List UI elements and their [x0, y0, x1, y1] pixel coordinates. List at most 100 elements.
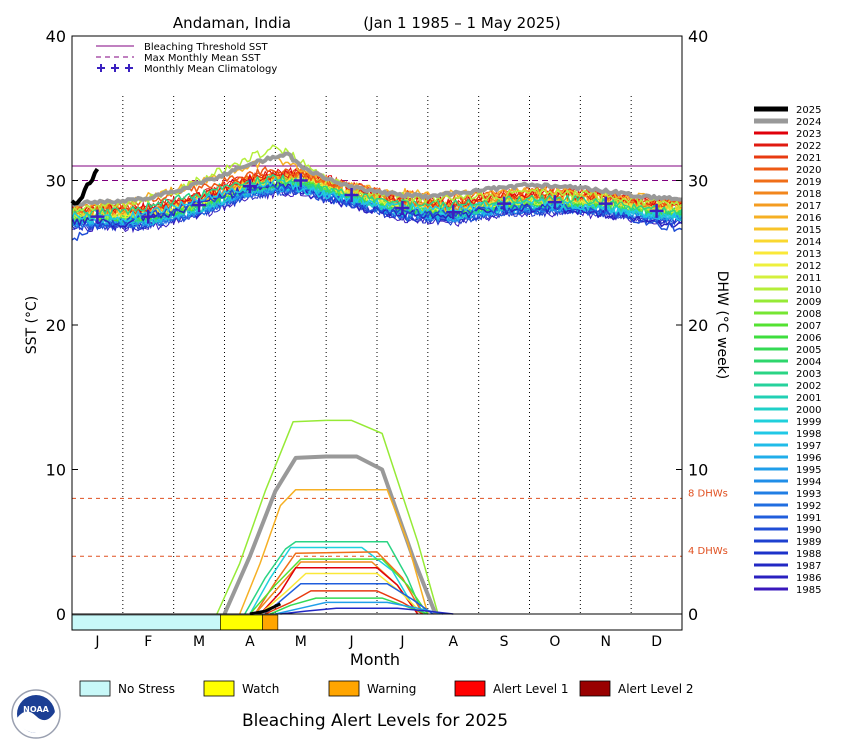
year-legend-label: 2015 [796, 225, 821, 236]
y-tick-label-right: 20 [688, 316, 708, 335]
top-legend-swatch [125, 64, 133, 72]
year-legend-label: 2005 [796, 345, 821, 356]
sst-series [70, 144, 683, 242]
x-tick-label: A [245, 634, 255, 650]
reference-lines: 8 DHWs 4 DHWs [72, 165, 728, 557]
y-tick-label-right: 40 [688, 27, 708, 46]
sst-line-2023 [71, 166, 683, 214]
x-tick-label: J [94, 634, 99, 650]
dhw-line-1998 [249, 546, 419, 615]
year-legend-label: 1988 [796, 549, 821, 560]
climatology-marker [395, 200, 410, 215]
alert-legend-swatch [579, 680, 611, 697]
year-legend-label: 1989 [796, 537, 821, 548]
y-tick-label-left: 40 [46, 27, 66, 46]
year-legend-label: 2009 [796, 297, 821, 308]
year-legend-label: 2013 [796, 249, 821, 260]
year-legend-label: 1987 [796, 561, 821, 572]
year-legend-label: 2025 [796, 105, 821, 116]
year-legend-label: 2006 [796, 333, 821, 344]
year-legend-label: 2017 [796, 201, 821, 212]
year-legend-label: 2000 [796, 405, 821, 416]
alert-bar [71, 613, 682, 631]
alert-bar-segment [71, 614, 221, 631]
y-tick-label-left: 30 [46, 172, 66, 191]
dhw-line-2007 [249, 558, 429, 615]
year-legend-label: 1997 [796, 441, 821, 452]
alert-bar-segment [262, 614, 279, 631]
x-tick-label: A [448, 634, 458, 650]
chart-subtitle: (Jan 1 1985 – 1 May 2025) [363, 14, 560, 32]
climatology-marker [497, 196, 512, 211]
sst-line-1998 [71, 178, 683, 223]
x-tick-label: J [399, 634, 404, 650]
year-legend-label: 2003 [796, 369, 821, 380]
year-legend-label: 1992 [796, 501, 821, 512]
alert-legend-title: Bleaching Alert Levels for 2025 [242, 711, 508, 731]
year-legend-label: 1986 [796, 573, 821, 584]
noaa-logo-text: NOAA [23, 705, 49, 714]
y-tick-label-right: 30 [688, 172, 708, 191]
top-legend-label: Bleaching Threshold SST [144, 42, 269, 53]
sst-line-2024 [71, 151, 683, 207]
plot-grid [122, 96, 632, 614]
top-legend-swatch [111, 64, 119, 72]
dhw-line-2003 [244, 541, 424, 615]
year-legend-label: 2012 [796, 261, 821, 272]
alert-legend-swatch [328, 680, 360, 697]
dhw-line-2010 [216, 419, 439, 615]
year-legend-label: 2007 [796, 321, 821, 332]
climatology-marker [242, 179, 257, 194]
climatology-marker [90, 209, 105, 224]
climatology-marker [547, 195, 562, 210]
dhw-line-2016 [239, 488, 429, 615]
climatology-marker [446, 205, 461, 220]
climatology-marker [141, 209, 156, 224]
alert-legend-swatch [203, 680, 235, 697]
dhw-reference-label: 4 DHWs [688, 546, 728, 557]
year-legend-label: 2004 [796, 357, 821, 368]
year-legend: 2025202420232022202120202019201820172016… [754, 105, 821, 596]
climatology-marker [192, 198, 207, 213]
dhw-series [216, 419, 454, 616]
alert-legend-label: Warning [367, 682, 416, 696]
year-legend-label: 2022 [796, 141, 821, 152]
year-legend-label: 1999 [796, 417, 821, 428]
alert-bar-segment [220, 614, 263, 631]
sst-line-1986 [71, 179, 683, 228]
y-axis-label-right: DHW (°C week) [714, 271, 730, 380]
year-legend-label: 1990 [796, 525, 821, 536]
year-legend-label: 2016 [796, 213, 821, 224]
alert-legend-label: Alert Level 2 [618, 682, 694, 696]
year-legend-label: 1998 [796, 429, 821, 440]
top-legend-label: Max Monthly Mean SST [144, 53, 261, 64]
dhw-line-2023 [259, 567, 419, 615]
year-legend-label: 2020 [796, 165, 821, 176]
year-legend-label: 2019 [796, 177, 821, 188]
year-legend-label: 2018 [796, 189, 821, 200]
y-tick-label-left: 0 [56, 605, 66, 624]
year-legend-label: 2021 [796, 153, 821, 164]
climatology-marker [344, 187, 359, 202]
x-tick-label: O [549, 634, 560, 650]
year-legend-label: 2023 [796, 129, 821, 140]
dhw-line-2005 [270, 597, 429, 615]
dhw-reference-label: 8 DHWs [688, 488, 728, 499]
dhw-line-1991 [264, 582, 434, 615]
climatology-markers [90, 173, 664, 224]
year-legend-label: 1991 [796, 513, 821, 524]
dhw-line-2021 [264, 590, 424, 615]
alert-legend: No Stress Watch Warning Alert Level 1 Alert … [79, 680, 694, 697]
year-legend-label: 2001 [796, 393, 821, 404]
x-tick-label: S [500, 634, 509, 650]
alert-legend-label: Watch [242, 682, 279, 696]
y-axis-ticks: 0 0 10 10 20 20 30 30 40 40 [46, 27, 709, 624]
chart-title: Andaman, India [173, 14, 291, 32]
year-legend-label: 2014 [796, 237, 821, 248]
x-tick-label: D [651, 634, 662, 650]
dhw-line-1987 [280, 607, 454, 615]
x-tick-label: F [144, 634, 152, 650]
alert-legend-label: Alert Level 1 [493, 682, 569, 696]
